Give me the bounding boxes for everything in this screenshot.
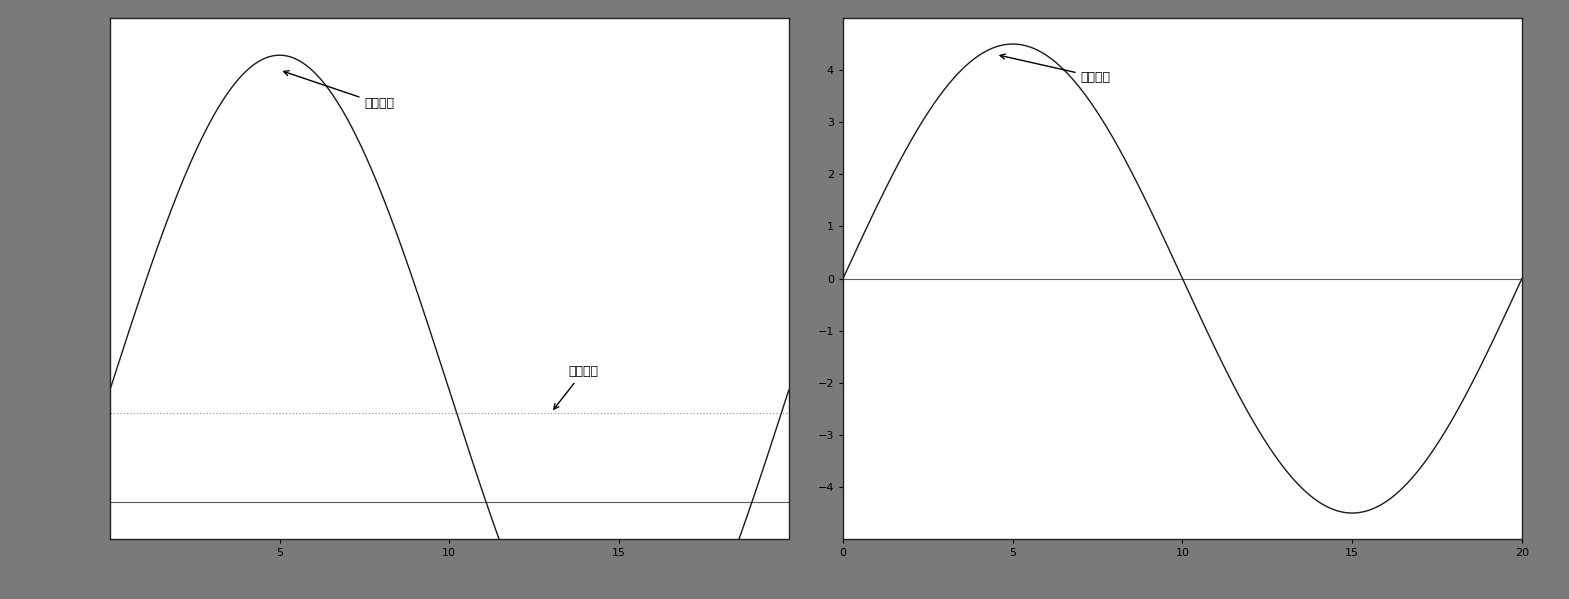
Text: 短路電流: 短路電流 xyxy=(999,54,1111,83)
Text: 短路電流: 短路電流 xyxy=(284,71,394,110)
Text: 偵備電流: 偵備電流 xyxy=(554,365,598,409)
